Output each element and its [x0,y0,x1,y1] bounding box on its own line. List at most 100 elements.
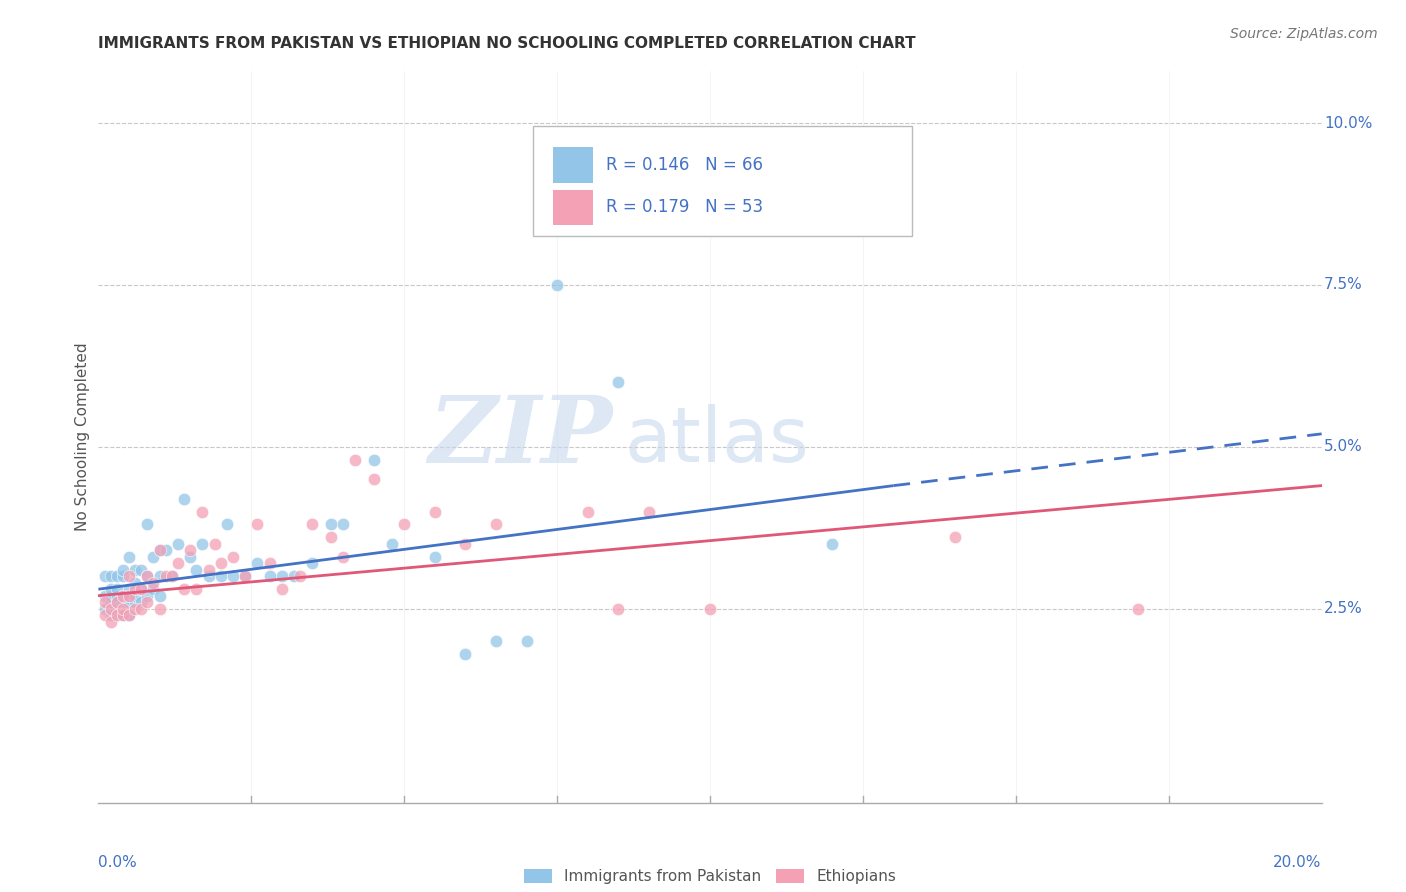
Point [209,569,232,583]
Point [105,582,128,597]
Point [105,595,128,609]
Point [155,543,177,558]
Point [485,634,508,648]
Point [576,504,599,518]
Point [100,601,122,615]
Point [118,608,141,623]
Point [222,549,245,564]
Text: 0.0%: 0.0% [98,855,138,870]
Point [124,601,146,615]
Point [546,277,568,292]
Point [105,595,128,609]
Point [118,569,141,583]
Y-axis label: No Schooling Completed: No Schooling Completed [75,343,90,532]
Point [173,582,195,597]
Point [759,181,782,195]
Point [215,517,238,532]
Point [118,589,141,603]
Point [943,530,966,544]
Point [607,375,630,389]
Point [111,589,134,603]
Point [319,517,342,532]
Text: 10.0%: 10.0% [1324,116,1372,130]
Text: 7.5%: 7.5% [1324,277,1362,293]
Point [124,589,146,603]
Point [233,569,256,583]
Point [124,582,146,597]
Point [222,569,245,583]
Point [332,549,354,564]
Point [111,608,134,623]
Point [105,608,128,623]
Point [246,557,269,571]
Point [179,543,201,558]
Point [392,517,416,532]
Point [129,582,152,597]
Text: IMMIGRANTS FROM PAKISTAN VS ETHIOPIAN NO SCHOOLING COMPLETED CORRELATION CHART: IMMIGRANTS FROM PAKISTAN VS ETHIOPIAN NO… [98,36,917,51]
Point [423,549,446,564]
Point [363,452,385,467]
Point [111,595,134,609]
Text: R = 0.179   N = 53: R = 0.179 N = 53 [606,198,763,217]
Point [160,569,183,583]
Point [607,601,630,615]
Point [93,589,115,603]
Point [118,549,141,564]
Point [173,491,195,506]
Point [301,557,323,571]
Point [100,582,122,597]
Point [93,569,115,583]
Point [155,569,177,583]
Point [111,589,134,603]
Point [136,589,159,603]
Point [637,504,661,518]
Point [124,595,146,609]
Point [270,582,292,597]
Text: ZIP: ZIP [427,392,612,482]
Point [129,595,152,609]
Point [136,595,159,609]
Point [129,601,152,615]
Point [93,601,115,615]
Point [118,608,141,623]
Point [259,557,281,571]
FancyBboxPatch shape [554,147,592,183]
Point [129,582,152,597]
Point [1128,601,1150,615]
Point [233,569,256,583]
Point [118,589,141,603]
Point [105,608,128,623]
FancyBboxPatch shape [533,126,912,235]
Point [191,504,214,518]
Point [270,569,292,583]
Point [111,608,134,623]
Point [179,549,201,564]
Point [142,549,165,564]
Point [136,569,159,583]
Point [142,582,165,597]
Point [93,608,115,623]
Point [118,595,141,609]
Point [301,517,323,532]
Point [204,537,226,551]
Point [136,569,159,583]
Point [100,595,122,609]
Text: atlas: atlas [624,404,810,478]
Point [124,563,146,577]
Point [209,557,232,571]
Text: 20.0%: 20.0% [1274,855,1322,870]
Point [454,537,477,551]
Point [699,601,721,615]
Point [129,563,152,577]
Point [111,563,134,577]
Point [105,589,128,603]
Legend: Immigrants from Pakistan, Ethiopians: Immigrants from Pakistan, Ethiopians [517,863,903,890]
Point [290,569,312,583]
Point [124,575,146,590]
Point [821,537,844,551]
Point [100,589,122,603]
Point [149,601,172,615]
Point [111,601,134,615]
Point [197,569,219,583]
Point [93,595,115,609]
